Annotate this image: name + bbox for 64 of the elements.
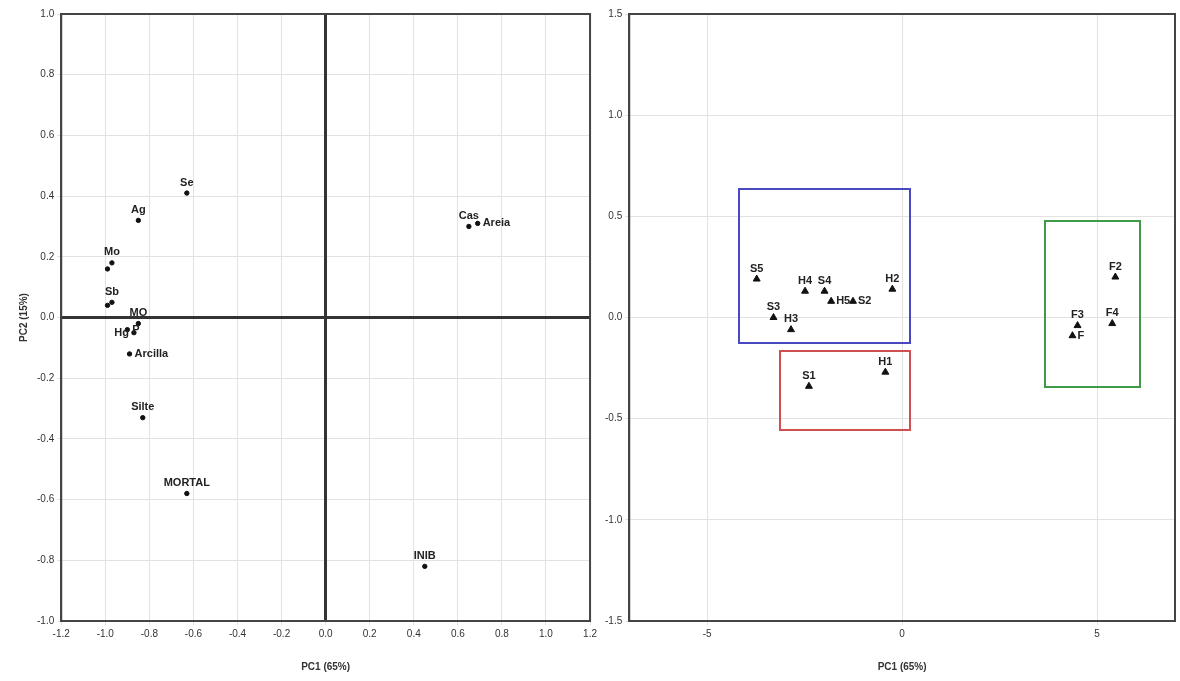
x-tick-label: 0.2 [362, 627, 378, 639]
x-tick-label: -0.8 [140, 627, 159, 639]
annotation: S4 [817, 273, 833, 286]
y-tick-label: -0.8 [37, 554, 55, 566]
y-tick-label: 0.0 [608, 311, 623, 323]
y-tick-label: 0.6 [40, 129, 55, 141]
annotation: F2 [1108, 259, 1122, 272]
annotation: MO [129, 306, 148, 319]
annotation: MORTAL [163, 476, 211, 489]
y-tick-label: -0.5 [605, 412, 623, 424]
annotation: S2 [858, 294, 872, 307]
annotation: H2 [885, 271, 900, 284]
y-axis-title: PC2 (15%) [17, 293, 29, 342]
y-tick-label: 0.8 [40, 68, 55, 80]
annotation: Areia [482, 216, 512, 229]
y-tick-label: -1.0 [605, 513, 623, 525]
annotation: S5 [749, 261, 764, 274]
x-tick-label: 5 [1094, 627, 1101, 639]
x-tick-label: 0 [899, 627, 906, 639]
y-tick-label: 1.0 [608, 108, 623, 120]
x-tick-label: 0.8 [494, 627, 510, 639]
x-tick-label: -1.0 [96, 627, 115, 639]
annotation: F [1077, 328, 1085, 341]
y-tick-label: 1.0 [40, 7, 55, 19]
annotation: H5 [836, 294, 851, 307]
x-axis-title: PC1 (65%) [301, 660, 351, 672]
annotation: S3 [766, 300, 781, 313]
y-tick-label: -0.2 [37, 371, 55, 383]
x-tick-label: 0.0 [318, 627, 334, 639]
x-tick-label: 0.6 [450, 627, 466, 639]
annotation: H1 [878, 354, 893, 367]
annotation: Arcilla [134, 346, 170, 359]
annotation: Sb [104, 284, 120, 297]
annotation: Hg [114, 325, 129, 338]
y-tick-label: -0.4 [37, 432, 55, 444]
y-tick-label: 0.5 [608, 210, 623, 222]
y-tick-label: 0.4 [40, 189, 55, 201]
x-tick-label: 1.0 [539, 627, 554, 639]
x-tick-label: -0.4 [228, 627, 247, 639]
x-tick-label: 0.4 [406, 627, 422, 639]
annotation: S1 [802, 368, 816, 381]
annotation: Cas [458, 208, 479, 221]
y-tick-label: 0.0 [40, 311, 55, 323]
annotation: Silte [131, 400, 155, 413]
y-tick-label: -1.5 [605, 614, 623, 626]
y-tick-label: -1.0 [37, 614, 55, 626]
y-tick-label: 0.2 [40, 250, 55, 262]
x-tick-label: -1.2 [52, 627, 71, 639]
y-tick-label: -0.6 [37, 493, 55, 505]
x-axis-title: PC1 (65%) [877, 660, 927, 672]
annotation: Mo [103, 245, 121, 258]
x-tick-label: 1.2 [583, 627, 598, 639]
annotation: H3 [783, 312, 799, 325]
annotation: F4 [1105, 306, 1120, 319]
annotation: F3 [1071, 308, 1084, 321]
x-tick-label: -0.2 [272, 627, 291, 639]
annotation: Ag [131, 202, 146, 215]
annotation: Se [180, 175, 194, 188]
x-tick-label: -5 [702, 627, 713, 639]
annotation: P [132, 322, 140, 335]
annotation: INIB [413, 548, 436, 561]
y-tick-label: 1.5 [608, 7, 623, 19]
x-tick-label: -0.6 [184, 627, 203, 639]
annotation: H4 [798, 273, 813, 286]
